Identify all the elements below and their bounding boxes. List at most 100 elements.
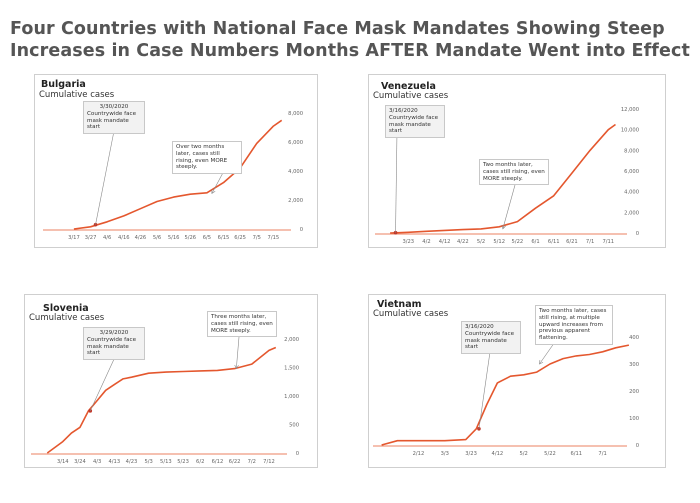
mandate-date: 3/29/2020 xyxy=(99,330,129,336)
x-tick-label: 7/1 xyxy=(598,451,606,457)
x-tick-label: 5/6 xyxy=(153,235,161,241)
mandate-text: Countrywide face mask mandate start xyxy=(465,330,515,351)
x-tick-label: 4/16 xyxy=(118,235,130,241)
chart-svg: 2/12 3/3 3/23 4/12 5/2 5/22 6/11 7/1 0 100 200 300 4… xyxy=(373,335,639,457)
y-tick-label: 10,000 xyxy=(621,128,639,134)
x-tick-label: 3/14 xyxy=(57,459,69,465)
country-label: Bulgaria xyxy=(41,79,86,90)
x-tick-label: 5/13 xyxy=(160,459,172,465)
mandate-text: Countrywide face mask mandate start xyxy=(87,110,137,131)
title-line-2: Increases in Case Numbers Months AFTER M… xyxy=(10,41,690,61)
mandate-pointer xyxy=(89,356,116,411)
x-tick-label: 6/11 xyxy=(548,239,560,245)
annotation-note: Over two months later, cases still risin… xyxy=(172,141,242,175)
x-tick-label: 4/12 xyxy=(492,451,504,457)
y-tick-label: 12,000 xyxy=(621,107,639,113)
series-line xyxy=(73,119,283,230)
x-tick-label: 7/2 xyxy=(248,459,256,465)
x-tick-label: 7/1 xyxy=(586,239,594,245)
x-tick-label: 6/22 xyxy=(229,459,241,465)
x-tick-label: 6/11 xyxy=(570,451,582,457)
note-pointer xyxy=(502,184,516,229)
x-tick-label: 3/3 xyxy=(441,451,449,457)
x-tick-label: 6/12 xyxy=(212,459,224,465)
title-line-1: Four Countries with National Face Mask M… xyxy=(10,19,665,39)
y-tick-label: 0 xyxy=(296,451,299,457)
y-tick-label: 8,000 xyxy=(624,148,639,154)
x-tick-label: 5/12 xyxy=(493,239,505,245)
country-label: Venezuela xyxy=(381,81,436,92)
x-tick-label: 5/22 xyxy=(544,451,556,457)
chart-svg: 3/17 3/27 4/6 4/16 4/26 5/6 5/16 5/26 6/5 6/15 6/2… xyxy=(43,111,303,241)
y-tick-label: 2,000 xyxy=(284,337,299,343)
y-tick-label: 6,000 xyxy=(624,169,639,175)
note-arrowhead xyxy=(234,364,239,370)
mandate-callout: 3/30/2020 Countrywide face mask mandate … xyxy=(83,101,145,135)
mandate-pointer xyxy=(478,344,492,429)
x-tick-label: 6/25 xyxy=(234,235,246,241)
y-tick-label: 100 xyxy=(629,416,639,422)
y-tick-label: 500 xyxy=(289,423,299,429)
x-tick-label: 6/15 xyxy=(218,235,230,241)
mandate-text: Countrywide face mask mandate start xyxy=(87,336,137,357)
mandate-callout: 3/16/2020 Countrywide face mask mandate … xyxy=(461,321,521,355)
x-tick-label: 6/2 xyxy=(196,459,204,465)
x-tick-label: 3/27 xyxy=(85,235,97,241)
mandate-pointer xyxy=(95,130,115,225)
x-tick-label: 4/3 xyxy=(93,459,101,465)
x-tick-label: 6/1 xyxy=(531,239,539,245)
y-tick-label: 2,000 xyxy=(624,210,639,216)
chart-panel-slovenia: Slovenia Cumulative cases 3/14 3/24 4/3 4/1… xyxy=(24,294,318,468)
x-tick-label: 2/12 xyxy=(413,451,425,457)
series-line xyxy=(390,123,616,234)
x-tick-label: 6/5 xyxy=(203,235,211,241)
x-tick-label: 3/17 xyxy=(68,235,80,241)
mandate-pointer xyxy=(395,130,398,233)
subtitle: Cumulative cases xyxy=(29,313,105,323)
note-pointer xyxy=(236,336,240,369)
x-tick-label: 4/13 xyxy=(108,459,120,465)
y-tick-label: 300 xyxy=(629,362,639,368)
mandate-marker xyxy=(88,409,93,413)
x-tick-label: 6/21 xyxy=(566,239,578,245)
mandate-callout: 3/16/2020 Countrywide face mask mandate … xyxy=(385,105,445,139)
y-tick-label: 8,000 xyxy=(288,111,303,117)
note-arrowhead xyxy=(211,189,216,195)
page-title: Four Countries with National Face Mask M… xyxy=(10,18,700,62)
subtitle: Cumulative cases xyxy=(39,90,115,100)
x-tick-label: 3/23 xyxy=(465,451,477,457)
annotation-note: Two months later, cases still rising, at… xyxy=(535,305,613,345)
y-tick-label: 400 xyxy=(629,335,639,341)
y-tick-label: 2,000 xyxy=(288,198,303,204)
x-tick-label: 4/26 xyxy=(135,235,147,241)
mandate-callout: 3/29/2020 Countrywide face mask mandate … xyxy=(83,327,145,361)
x-tick-label: 5/2 xyxy=(519,451,527,457)
mandate-text: Countrywide face mask mandate start xyxy=(389,114,439,135)
chart-panel-venezuela: Venezuela Cumulative cases 3/23 4/2 4/12 4/… xyxy=(368,74,666,248)
series-line xyxy=(46,346,277,454)
x-tick-label: 7/12 xyxy=(263,459,275,465)
country-label: Vietnam xyxy=(377,299,422,310)
subtitle: Cumulative cases xyxy=(373,91,449,101)
mandate-date: 3/30/2020 xyxy=(99,104,129,110)
x-tick-label: 4/2 xyxy=(422,239,430,245)
x-tick-label: 3/23 xyxy=(402,239,414,245)
y-tick-label: 6,000 xyxy=(288,140,303,146)
y-tick-label: 0 xyxy=(300,227,303,233)
note-arrowhead xyxy=(539,359,544,365)
x-tick-label: 5/23 xyxy=(177,459,189,465)
chart-panel-vietnam: Vietnam Cumulative cases 2/12 3/3 3/23 4/12… xyxy=(368,294,666,468)
x-tick-label: 5/26 xyxy=(184,235,196,241)
y-tick-label: 0 xyxy=(636,443,639,449)
x-tick-label: 4/12 xyxy=(439,239,451,245)
chart-panel-bulgaria: Bulgaria Cumulative cases 3/17 3/27 4/6 4/1… xyxy=(34,74,318,248)
mandate-date: 3/16/2020 xyxy=(465,324,494,330)
mandate-date: 3/16/2020 xyxy=(389,108,418,114)
y-tick-label: 1,000 xyxy=(284,394,299,400)
y-tick-label: 200 xyxy=(629,389,639,395)
y-tick-label: 4,000 xyxy=(624,190,639,196)
chart-svg: 3/23 4/2 4/12 4/22 5/2 5/12 5/22 6/1 6/11 6/21 7/1… xyxy=(375,107,639,245)
annotation-note: Two months later, cases still rising, ev… xyxy=(479,159,549,186)
country-label: Slovenia xyxy=(43,303,89,314)
y-tick-label: 0 xyxy=(636,231,639,237)
